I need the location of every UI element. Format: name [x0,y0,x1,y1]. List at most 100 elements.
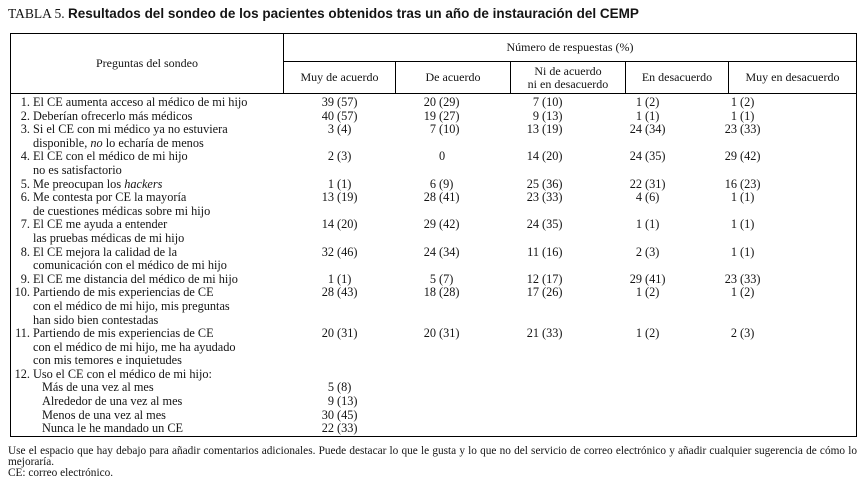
question-text: comunicación con el médico de mi hijo [33,258,227,273]
table-row: 8. El CE mejora la calidad de la 32 (46) 24(… [11,244,856,260]
table-row: 6. Me contesta por CE la mayoría 13 (19) 28(… [11,191,856,205]
question-number: 2. [20,108,30,123]
value-percent [740,381,798,395]
value-count: 40 [321,108,334,123]
value-count: 25 [526,176,539,191]
value-count [700,422,740,436]
table-row: con mis temores e inquietudes [11,354,856,368]
question-number: 5. [20,176,30,191]
value-percent: (43) [337,285,358,300]
value-percent: (1) [740,217,755,232]
column-header: Muy de acuerdo [300,70,379,85]
value-count: 20 [423,95,436,109]
value-percent: (31) [645,176,666,191]
value-percent [337,368,392,382]
value-percent: (13) [542,108,563,123]
value-percent [645,395,700,409]
value-percent: (20) [542,149,563,164]
question-text: Más de una vez al mes [42,380,154,395]
column-header: En desacuerdo [625,62,728,93]
value-percent: (2) [645,285,660,300]
table-row: 1. El CE aumenta acceso al médico de mi h… [11,95,856,110]
table-row: 7. El CE me ayuda a entender 14 (20) 29 (42) 2… [11,218,856,232]
value-count [283,368,337,382]
value-percent [439,409,494,423]
value-percent: (3) [740,326,755,341]
table-row: no es satisfactorio [11,163,856,178]
value-percent: (36) [542,176,563,191]
value-count: 24 [629,122,642,137]
value-count: 28 [423,190,436,205]
value-percent: (33) [542,326,563,341]
value-count: 1 [635,285,642,300]
value-count: 22 [321,421,334,436]
value-percent: (2) [645,326,660,341]
value-count: 5 [429,271,436,286]
value-percent: (33) [740,271,761,286]
value-count: 20 [423,326,436,341]
value-count: 13 [526,122,539,137]
footnote-abbrev: CE: correo electrónico. [8,467,114,480]
value-count [494,422,542,436]
question-text: disponible, no lo echaría de menos [33,135,204,150]
value-percent: (33) [542,190,563,205]
footnote-comments: Use el espacio que hay debajo para añadi… [8,445,857,469]
italic-text: no [90,135,103,150]
table-row: 12. Uso el CE con el médico de mi hijo: [11,366,856,382]
value-percent: (1) [740,244,755,259]
value-percent: (29) [439,95,460,109]
table-row: comunicación con el médico de mi hijo [11,259,856,273]
table-row: las pruebas médicas de mi hijo [11,231,856,246]
value-count [392,395,439,409]
value-percent [740,368,798,382]
value-percent [645,409,700,423]
value-percent: (46) [337,244,358,259]
question-text: El CE aumenta acceso al médico de mi hij… [33,95,248,109]
column-headers: Muy de acuerdo De acuerdo Ni de acuerdo ni… [284,62,856,93]
survey-table: Preguntas del sondeo Número de respuesta… [10,33,857,437]
table-row: Más de una vez al mes 5 (8) [11,381,856,395]
value-count: 1 [730,190,737,205]
value-count [392,409,439,423]
value-count: 1 [730,244,737,259]
value-percent: (9) [439,176,454,191]
table-caption: TABLA 5. Resultados del sondeo de los pa… [8,6,639,22]
value-count: 1 [730,108,737,123]
question-text: con el médico de mi hijo, me ha ayudado [33,339,236,354]
value-percent: (31) [337,326,358,341]
value-count: 20 [321,326,334,341]
value-percent: (1) [337,271,352,286]
value-count: 3 [327,122,334,137]
responses-header-cell: Número de respuestas (%) [284,34,856,62]
value-count: 39 [321,95,334,109]
value-count: 24 [526,217,539,232]
value-count: 12 [526,271,539,286]
question-number [11,409,30,423]
value-percent [645,381,700,395]
value-count: 23 [724,122,737,137]
value-count: 30 [321,407,334,422]
value-percent: (16) [542,244,563,259]
value-count [597,381,645,395]
value-percent: (19) [542,122,563,137]
value-percent: (57) [337,95,358,109]
value-percent: (57) [337,108,358,123]
value-count [494,368,542,382]
question-text: Si el CE con mi médico ya no estuviera [33,122,228,137]
value-count [700,381,740,395]
value-percent: (13) [337,394,358,409]
question-text: Alrededor de una vez al mes [42,394,183,409]
value-percent: (34) [439,244,460,259]
value-count: 28 [321,285,334,300]
question-text: Me preocupan los hackers [33,176,163,191]
value-percent [439,381,494,395]
value-count: 2 [327,149,334,164]
question-number [11,341,30,355]
value-count: 11 [527,244,539,259]
value-count: 19 [423,108,436,123]
question-number [11,381,30,395]
question-text: Partiendo de mis experiencias de CE [33,326,214,341]
question-number: 8. [20,244,30,259]
value-percent [542,381,597,395]
question-number: 12. [14,366,30,381]
